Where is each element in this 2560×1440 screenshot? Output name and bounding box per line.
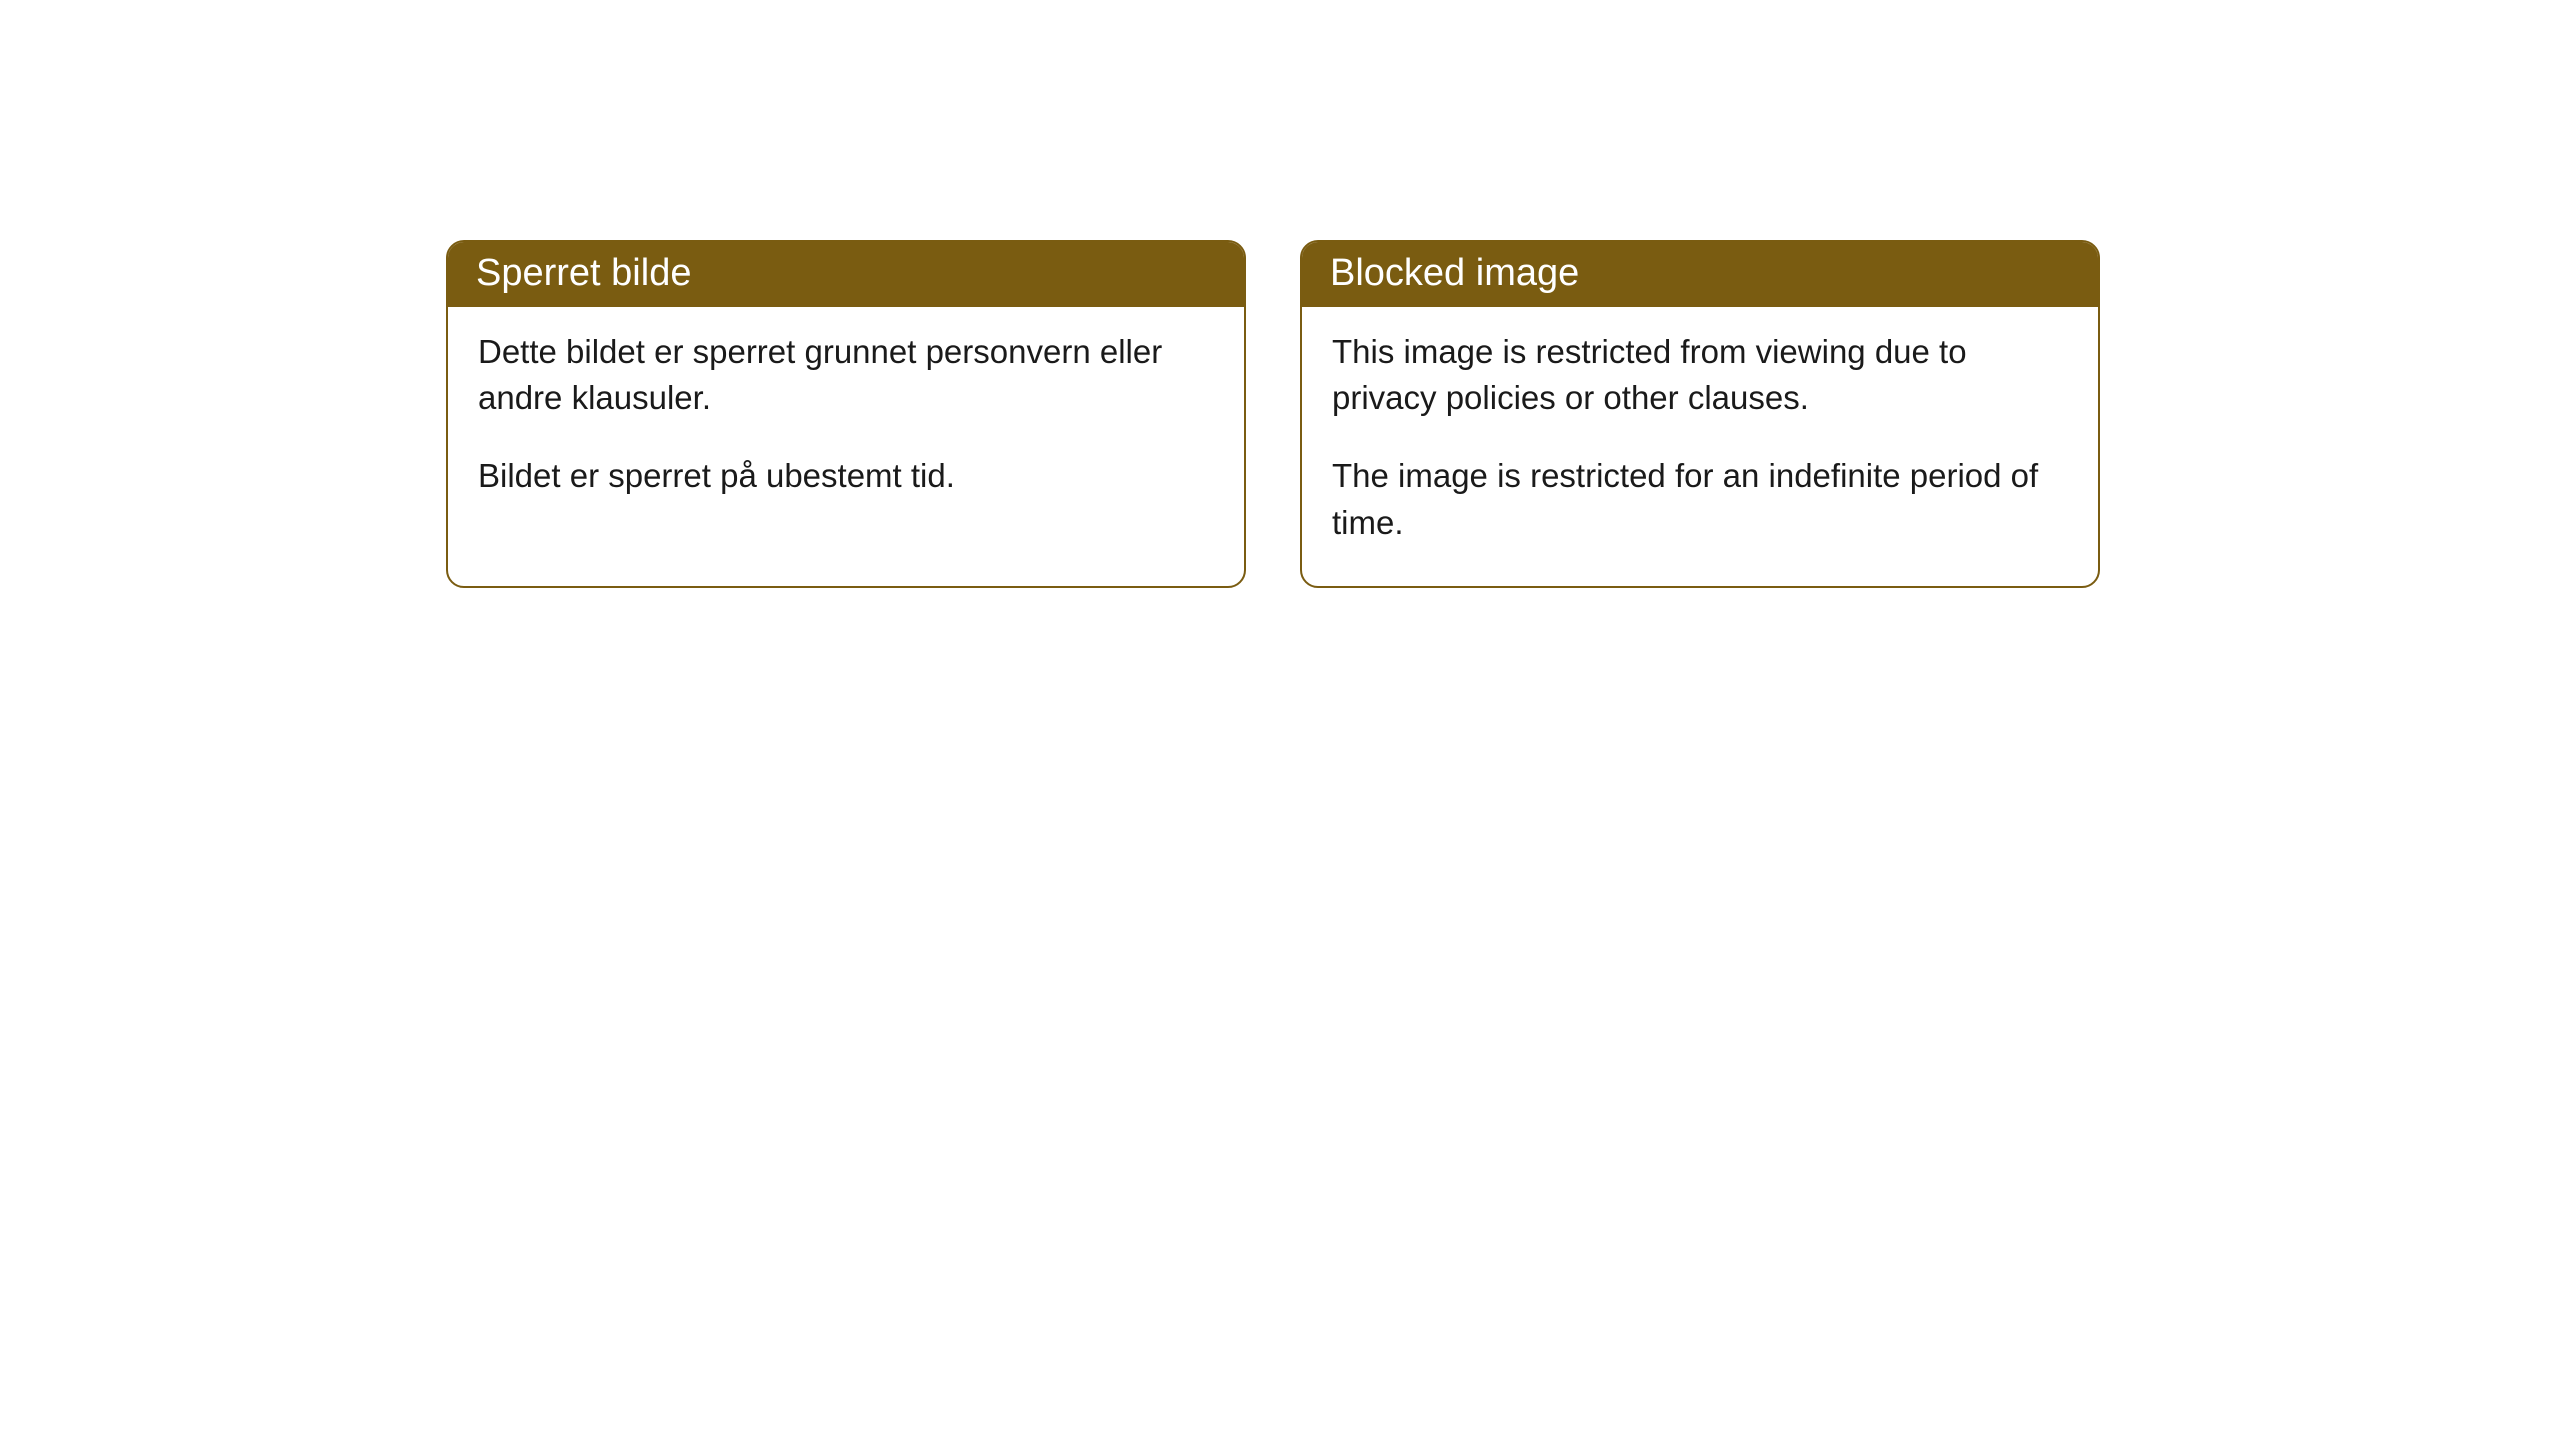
card-header-norwegian: Sperret bilde	[448, 242, 1244, 307]
notice-card-norwegian: Sperret bilde Dette bildet er sperret gr…	[446, 240, 1246, 588]
card-paragraph: This image is restricted from viewing du…	[1332, 329, 2068, 421]
card-header-english: Blocked image	[1302, 242, 2098, 307]
notice-container: Sperret bilde Dette bildet er sperret gr…	[0, 0, 2560, 588]
card-paragraph: Dette bildet er sperret grunnet personve…	[478, 329, 1214, 421]
card-body-norwegian: Dette bildet er sperret grunnet personve…	[448, 307, 1244, 540]
card-paragraph: Bildet er sperret på ubestemt tid.	[478, 453, 1214, 499]
card-paragraph: The image is restricted for an indefinit…	[1332, 453, 2068, 545]
card-body-english: This image is restricted from viewing du…	[1302, 307, 2098, 586]
notice-card-english: Blocked image This image is restricted f…	[1300, 240, 2100, 588]
